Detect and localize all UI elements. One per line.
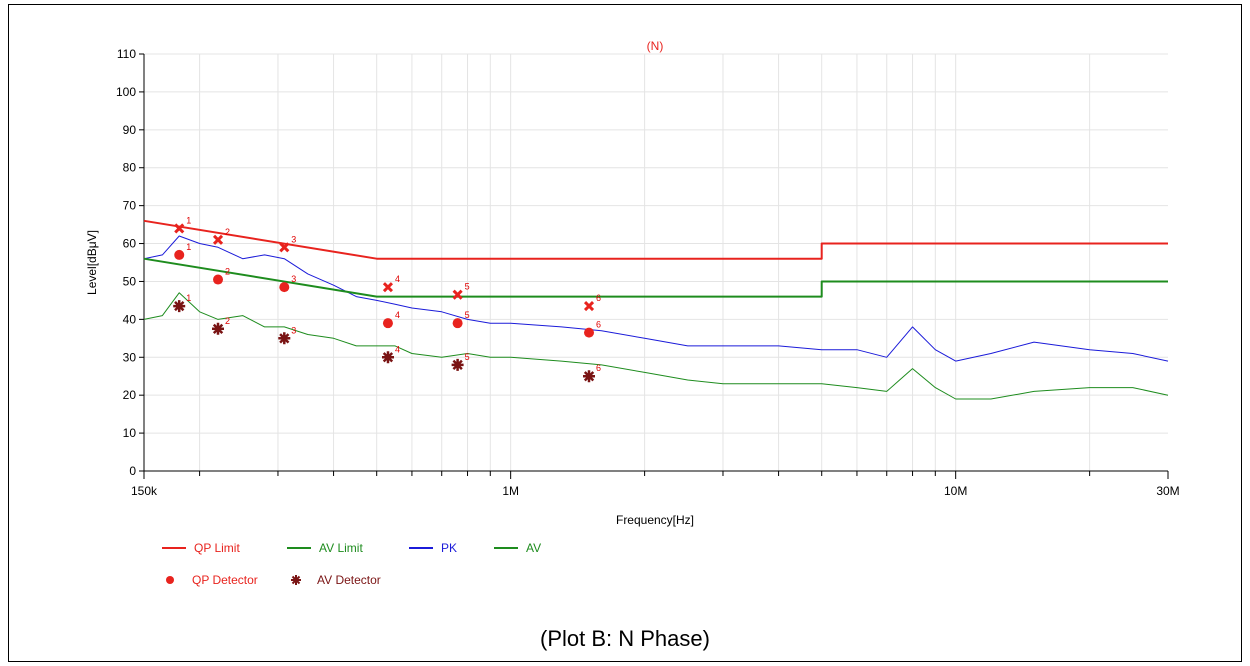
qp-peak-marker bbox=[382, 282, 394, 293]
legend-swatch-av-detector bbox=[291, 575, 301, 585]
qp-peak-marker bbox=[452, 289, 463, 300]
av-detector-point bbox=[211, 322, 225, 335]
series-line-av-limit bbox=[143, 257, 1168, 298]
qp-peak-marker bbox=[212, 234, 224, 245]
y-tick-label: 110 bbox=[117, 47, 136, 61]
av-detector-point-core bbox=[586, 373, 592, 379]
qp-peak-marker-label: 2 bbox=[225, 227, 230, 237]
legend-label-av: AV bbox=[526, 541, 541, 555]
qp-detector-label: 3 bbox=[291, 274, 296, 284]
y-tick-label: 90 bbox=[123, 123, 137, 137]
av-detector-label: 1 bbox=[186, 293, 191, 303]
y-tick-label: 20 bbox=[123, 388, 137, 402]
y-tick-label: 80 bbox=[123, 161, 137, 175]
av-detector-label: 5 bbox=[465, 352, 470, 362]
qp-peak-marker-label: 1 bbox=[186, 215, 191, 225]
x-tick-label: 150k bbox=[131, 484, 158, 498]
qp-detector-point bbox=[382, 318, 393, 329]
qp-peak-marker-label: 3 bbox=[291, 234, 296, 244]
qp-peak-marker-label: 6 bbox=[596, 293, 601, 303]
y-tick-label: 40 bbox=[123, 312, 137, 326]
series-line-av bbox=[143, 292, 1169, 400]
qp-peak-marker bbox=[174, 223, 185, 234]
legend-label-av-limit: AV Limit bbox=[319, 541, 363, 555]
legend-swatch-qp-detector bbox=[166, 576, 174, 584]
av-detector-point bbox=[582, 370, 596, 383]
legend-label-pk: PK bbox=[441, 541, 457, 555]
qp-detector-label: 5 bbox=[465, 310, 470, 320]
x-axis-title: Frequency[Hz] bbox=[616, 513, 694, 527]
av-detector-label: 6 bbox=[596, 363, 601, 373]
av-detector-point bbox=[173, 300, 186, 313]
av-detector-point bbox=[278, 332, 291, 345]
y-tick-label: 30 bbox=[123, 350, 137, 364]
y-tick-label: 0 bbox=[129, 464, 136, 478]
legend-label-qp-limit: QP Limit bbox=[194, 541, 240, 555]
legend-label-qp-detector: QP Detector bbox=[192, 573, 258, 587]
av-detector-point-core bbox=[455, 362, 461, 368]
qp-detector-label: 4 bbox=[395, 310, 400, 320]
y-tick-label: 70 bbox=[123, 199, 137, 213]
legend-label-av-detector: AV Detector bbox=[317, 573, 381, 587]
qp-detector-point bbox=[174, 249, 185, 260]
plot-frame bbox=[8, 4, 1242, 662]
qp-detector-label: 2 bbox=[225, 267, 230, 277]
qp-detector-point bbox=[213, 274, 224, 285]
y-tick-label: 60 bbox=[123, 237, 137, 251]
qp-peak-marker bbox=[279, 242, 290, 253]
qp-peak-marker-label: 4 bbox=[395, 274, 400, 284]
av-detector-label: 2 bbox=[225, 316, 230, 326]
y-tick-label: 50 bbox=[123, 274, 137, 288]
av-detector-point bbox=[381, 351, 395, 364]
av-detector-point-core bbox=[176, 303, 182, 309]
series-line-pk bbox=[143, 235, 1169, 362]
y-tick-label: 100 bbox=[116, 85, 136, 99]
av-detector-label: 3 bbox=[291, 325, 296, 335]
emission-chart: 0 10 20 30 40 50 60 70 80 90 100 110 150k 1M 10M 30M (N)… bbox=[85, 39, 1180, 587]
av-detector-point-core bbox=[385, 354, 391, 360]
qp-detector-point bbox=[279, 282, 290, 293]
x-tick-label: 1M bbox=[502, 484, 519, 498]
av-detector-point-core bbox=[215, 326, 221, 332]
series-line-qp-limit bbox=[143, 219, 1168, 260]
y-tick-label: 10 bbox=[123, 426, 137, 440]
qp-detector-point bbox=[452, 318, 463, 329]
qp-detector-point bbox=[584, 327, 595, 338]
qp-peak-marker bbox=[583, 301, 595, 312]
av-detector-label: 4 bbox=[395, 344, 400, 354]
plot-caption: (Plot B: N Phase) bbox=[540, 626, 710, 651]
qp-detector-label: 6 bbox=[596, 320, 601, 330]
av-detector-point-core bbox=[281, 335, 287, 341]
x-tick-label: 30M bbox=[1156, 484, 1179, 498]
chart-title: (N) bbox=[647, 39, 664, 53]
av-detector-point bbox=[451, 358, 464, 371]
qp-peak-marker-label: 5 bbox=[465, 282, 470, 292]
qp-detector-label: 1 bbox=[186, 242, 191, 252]
y-axis-title: Level[dBμV] bbox=[85, 230, 99, 295]
x-tick-label: 10M bbox=[944, 484, 967, 498]
